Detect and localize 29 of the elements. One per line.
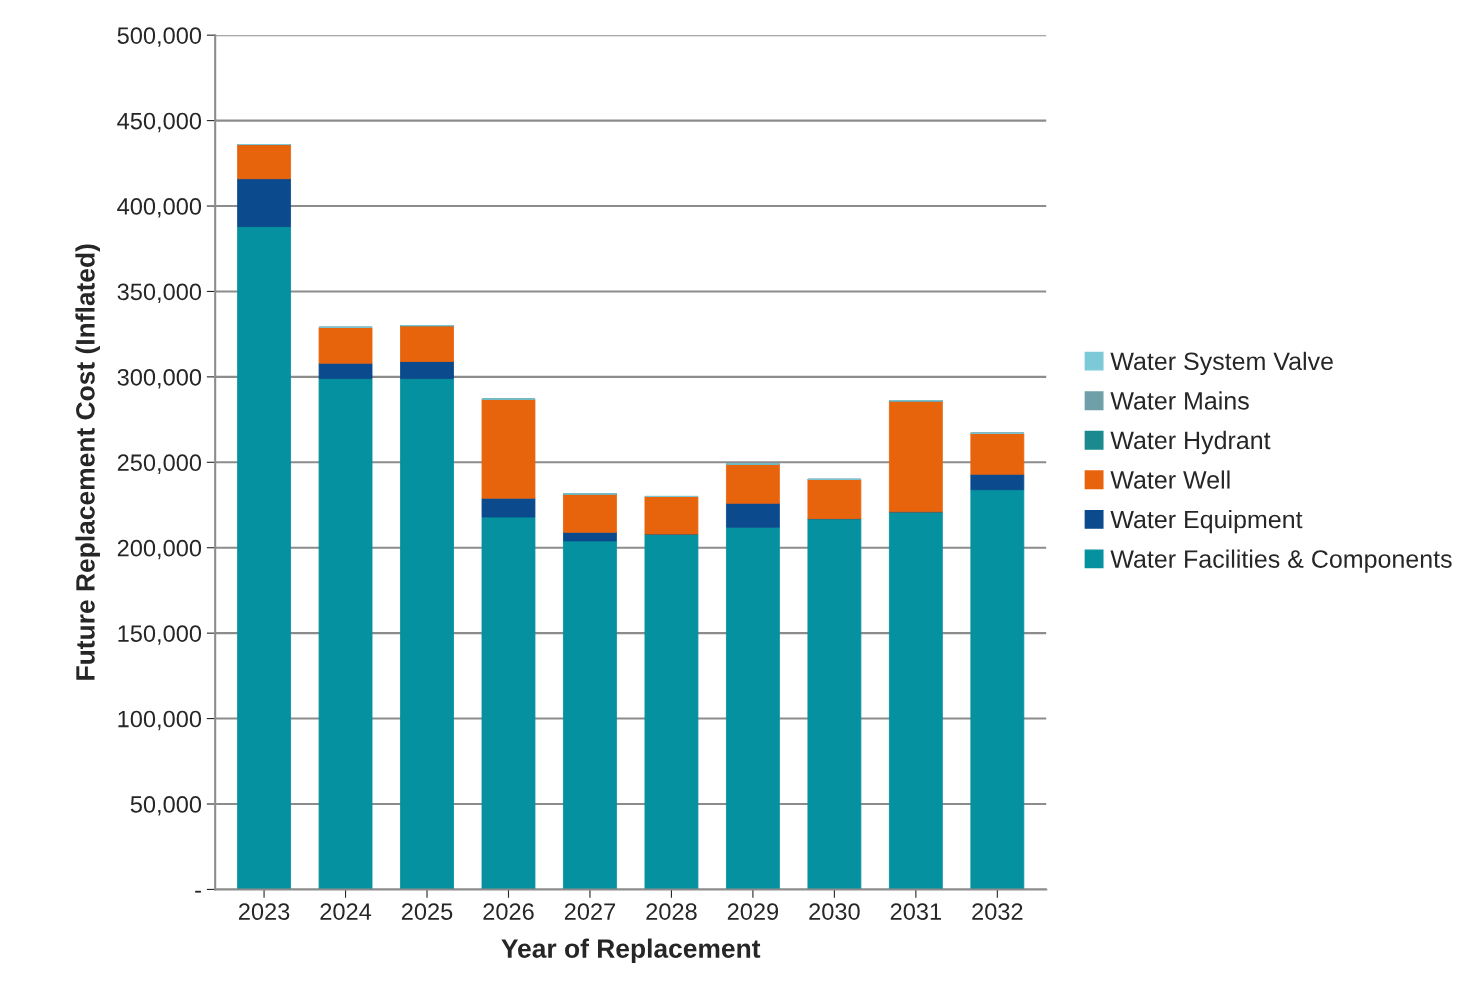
legend-label: Water Equipment — [1110, 509, 1303, 534]
y-tick-label: 250,000 — [117, 454, 202, 474]
y-tick-label: 200,000 — [117, 539, 202, 560]
y-axis-title: Future Replacement Cost (Inflated) — [75, 244, 100, 680]
x-tick-label: 2027 — [564, 903, 616, 920]
legend-label: Water Well — [1110, 470, 1230, 489]
y-tick-label: 100,000 — [118, 710, 202, 731]
y-tick-label: 450,000 — [117, 112, 202, 133]
legend-label: Water Mains — [1110, 391, 1249, 410]
y-tick-label: 400,000 — [117, 198, 202, 218]
y-tick-label: - — [195, 890, 201, 893]
x-tick-label: 2029 — [727, 903, 779, 920]
x-tick-label: 2023 — [238, 903, 290, 920]
x-tick-label: 2025 — [401, 903, 453, 920]
legend-label: Water Facilities & Components — [1110, 549, 1452, 573]
x-axis-title: Year of Replacement — [501, 938, 761, 964]
legend-label: Water Hydrant — [1110, 430, 1271, 455]
y-tick-label: 150,000 — [118, 625, 202, 645]
legend-label: Water System Valve — [1110, 351, 1333, 376]
x-tick-label: 2024 — [320, 903, 372, 920]
x-tick-label: 2032 — [972, 903, 1023, 920]
y-tick-label: 300,000 — [117, 368, 202, 389]
x-tick-label: 2030 — [809, 903, 860, 920]
x-tick-label: 2031 — [890, 903, 941, 920]
y-tick-label: 50,000 — [130, 796, 202, 816]
y-tick-label: 350,000 — [117, 283, 202, 304]
x-tick-label: 2028 — [646, 903, 697, 920]
x-tick-label: 2026 — [483, 903, 534, 920]
y-tick-label: 500,000 — [117, 27, 202, 47]
